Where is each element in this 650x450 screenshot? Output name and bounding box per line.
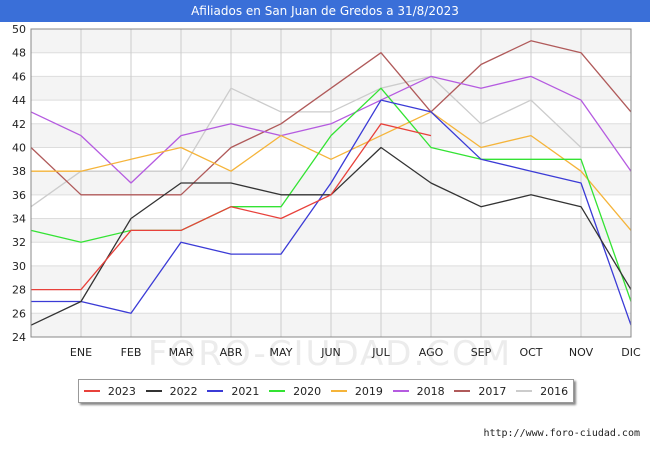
- legend-item-2020: 2020: [269, 385, 321, 398]
- y-tick-label: 30: [12, 260, 26, 273]
- legend-label: 2020: [293, 384, 322, 398]
- y-axis-ticks: 24 26 28 30 32 34 36 38 40 42 44 46 48 50: [12, 23, 26, 344]
- y-tick-label: 32: [12, 236, 26, 249]
- x-tick-label: DIC: [621, 346, 641, 359]
- legend-item-2017: 2017: [454, 385, 506, 398]
- legend-swatch: [454, 390, 471, 392]
- legend-swatch: [145, 390, 162, 392]
- y-tick-label: 44: [12, 94, 26, 107]
- y-tick-label: 38: [12, 165, 26, 178]
- series-line-2017: [30, 40, 632, 196]
- series-line-2021: [31, 99, 632, 326]
- y-tick-label: 42: [12, 118, 26, 131]
- chart-title: Afiliados en San Juan de Gredos a 31/8/2…: [0, 0, 650, 22]
- x-axis-ticks: ENE FEB MAR ABR MAY JUN JUL AGO SEP OCT NOV DIC: [70, 346, 641, 359]
- x-tick-label: MAY: [270, 346, 293, 359]
- y-tick-label: 48: [12, 47, 26, 60]
- legend: 2023 2022 2021 2020 2019 2018 2017 2016: [78, 379, 574, 403]
- legend-swatch: [516, 390, 533, 392]
- series-lines: [30, 40, 632, 326]
- legend-swatch: [392, 390, 409, 392]
- legend-swatch: [83, 390, 100, 392]
- legend-swatch: [207, 390, 224, 392]
- y-tick-label: 26: [12, 307, 26, 320]
- x-tick-label: ABR: [220, 346, 243, 359]
- legend-label: 2022: [169, 384, 198, 398]
- watermark: FORO-CIUDAD.COM: [148, 334, 512, 374]
- x-tick-label: NOV: [569, 346, 594, 359]
- series-line-2016: [30, 75, 631, 208]
- legend-label: 2019: [354, 384, 383, 398]
- plot-frame: [30, 28, 632, 338]
- y-tick-label: 40: [12, 141, 26, 154]
- x-tick-label: OCT: [519, 346, 542, 359]
- legend-swatch: [330, 390, 347, 392]
- y-tick-label: 34: [12, 213, 26, 226]
- legend-label: 2017: [478, 384, 507, 398]
- series-line-2018: [30, 75, 632, 184]
- y-tick-label: 46: [12, 70, 26, 83]
- x-tick-label: AGO: [419, 346, 444, 359]
- x-tick-label: JUL: [371, 346, 390, 359]
- series-line-2019: [31, 111, 632, 231]
- y-tick-label: 24: [12, 331, 26, 344]
- legend-label: 2023: [107, 384, 136, 398]
- legend-label: 2021: [231, 384, 260, 398]
- y-tick-label: 36: [12, 189, 26, 202]
- legend-item-2019: 2019: [330, 384, 383, 398]
- source-url: http://www.foro-ciudad.com: [483, 428, 640, 439]
- x-tick-label: FEB: [121, 346, 142, 359]
- x-tick-label: SEP: [471, 346, 492, 359]
- legend-item-2022: 2022: [145, 384, 198, 398]
- legend-label: 2018: [416, 384, 445, 398]
- legend-item-2016: 2016: [516, 385, 568, 398]
- y-tick-label: 28: [12, 284, 26, 297]
- x-tick-label: MAR: [169, 346, 194, 359]
- x-tick-label: ENE: [70, 346, 92, 359]
- legend-label: 2016: [540, 384, 569, 398]
- series-line-2023: [31, 123, 432, 291]
- y-tick-label: 50: [12, 23, 26, 36]
- legend-swatch: [269, 390, 286, 392]
- legend-item-2023: 2023: [83, 384, 136, 398]
- legend-item-2018: 2018: [392, 384, 445, 398]
- legend-item-2021: 2021: [207, 385, 259, 398]
- x-tick-label: JUN: [320, 346, 341, 359]
